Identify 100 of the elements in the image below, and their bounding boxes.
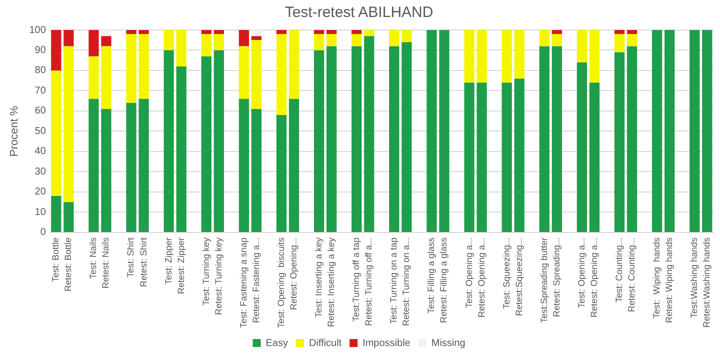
y-tick-label: 40	[34, 146, 46, 158]
bar	[402, 42, 412, 232]
bar	[251, 40, 262, 109]
x-tick-label: Test: Counting...	[614, 237, 624, 302]
bar	[176, 66, 186, 232]
bar	[138, 34, 149, 99]
bar	[276, 30, 287, 34]
x-tick-label: Retest: Zipper	[176, 237, 186, 294]
bar	[214, 30, 224, 34]
x-tick-label: Test:Washing hands	[689, 236, 700, 318]
y-tick-label: 0	[40, 227, 46, 238]
x-tick-label: Retest: Opening a...	[476, 237, 486, 318]
bar	[276, 115, 287, 232]
bar	[589, 30, 600, 83]
x-tick-label: Retest:Washing hands	[702, 236, 712, 328]
x-tick-label: Retest: Filling a glass	[438, 236, 449, 323]
bar	[539, 46, 550, 232]
bar	[364, 30, 374, 36]
y-axis-title: Procent %	[8, 106, 21, 157]
bar	[126, 102, 136, 232]
x-tick-label: Retest: Nails	[100, 236, 111, 288]
bar	[238, 98, 250, 232]
bar	[614, 30, 625, 34]
bar	[51, 30, 62, 70]
y-tick-label: 50	[34, 126, 46, 137]
x-tick-label: Test:Spreading butter	[538, 237, 549, 324]
bar	[138, 98, 149, 232]
x-tick-label: Retest: Turning on a...	[401, 237, 412, 326]
x-tick-label: Test: Turning key	[200, 236, 211, 306]
bar	[101, 36, 112, 46]
legend-label: Difficult	[308, 338, 342, 349]
bar	[326, 34, 337, 46]
legend-label: Missing	[431, 338, 466, 349]
bar	[126, 34, 136, 103]
x-tick-label: Test:Turning off a tap	[351, 237, 362, 322]
bar	[214, 34, 224, 50]
bar	[88, 56, 99, 99]
bar	[464, 30, 474, 83]
bar	[502, 82, 512, 232]
bar	[176, 30, 186, 66]
bar	[276, 34, 287, 116]
bar	[238, 46, 250, 99]
bar	[251, 36, 262, 40]
x-tick-label: Test: Filling a glass	[426, 236, 436, 314]
bar	[664, 30, 675, 232]
x-tick-label: Retest:Squeezing...	[514, 237, 524, 316]
legend-label: Easy	[266, 338, 288, 349]
x-tick-label: Retest: Opening...	[288, 237, 298, 310]
bar	[352, 46, 362, 232]
bar	[326, 30, 337, 34]
bar	[201, 30, 212, 34]
bar	[352, 30, 362, 34]
x-tick-label: Test: Zipper	[163, 237, 174, 284]
bar	[576, 30, 588, 62]
bar	[439, 30, 450, 232]
y-tick-label: 20	[34, 186, 46, 198]
bar	[402, 30, 412, 42]
bar	[238, 30, 250, 46]
bar	[614, 34, 625, 52]
x-tick-label: Retest: Inserting a key	[326, 236, 336, 327]
bar	[88, 98, 99, 232]
bar	[101, 46, 112, 109]
y-tick-label: 90	[34, 44, 46, 56]
x-tick-label: Test: Opening a...	[464, 237, 474, 308]
bar	[64, 202, 74, 232]
bar	[64, 46, 74, 202]
bar	[514, 30, 524, 79]
bar	[288, 30, 300, 99]
bar	[389, 46, 400, 232]
x-tick-label: Retest: Turning key	[213, 236, 224, 315]
bar	[352, 34, 362, 46]
bar	[314, 30, 324, 34]
bar	[101, 108, 112, 232]
bar	[464, 82, 474, 232]
bar	[539, 30, 550, 46]
bar	[164, 30, 174, 50]
bar	[251, 30, 262, 36]
x-tick-label: Retest: Opening a...	[588, 237, 599, 318]
bar	[214, 50, 224, 232]
x-tick-label: Retest: Counting...	[626, 237, 637, 312]
bar	[626, 46, 638, 232]
x-tick-label: Test: Inserting a key	[314, 236, 324, 318]
bar	[51, 70, 62, 196]
bar	[326, 46, 337, 232]
x-tick-label: Retest: Shirt	[138, 236, 148, 287]
bar	[426, 30, 437, 232]
x-tick-label: Retest: Turning off a...	[364, 237, 374, 326]
bar	[201, 34, 212, 56]
bar	[88, 30, 99, 56]
bar	[690, 30, 700, 232]
bar	[614, 52, 625, 232]
x-tick-label: Retest: Fastening a...	[250, 237, 261, 323]
bar	[514, 78, 524, 232]
y-tick-label: 10	[34, 206, 46, 218]
bar	[476, 82, 487, 232]
bar	[201, 56, 212, 232]
x-tick-label: Test: Turning on a tap	[388, 237, 399, 324]
x-tick-label: Test: Fastening a snap	[238, 237, 248, 328]
x-tick-label: Test: Opening biscuits	[276, 236, 286, 328]
chart-title: Test-retest ABILHAND	[284, 4, 434, 22]
